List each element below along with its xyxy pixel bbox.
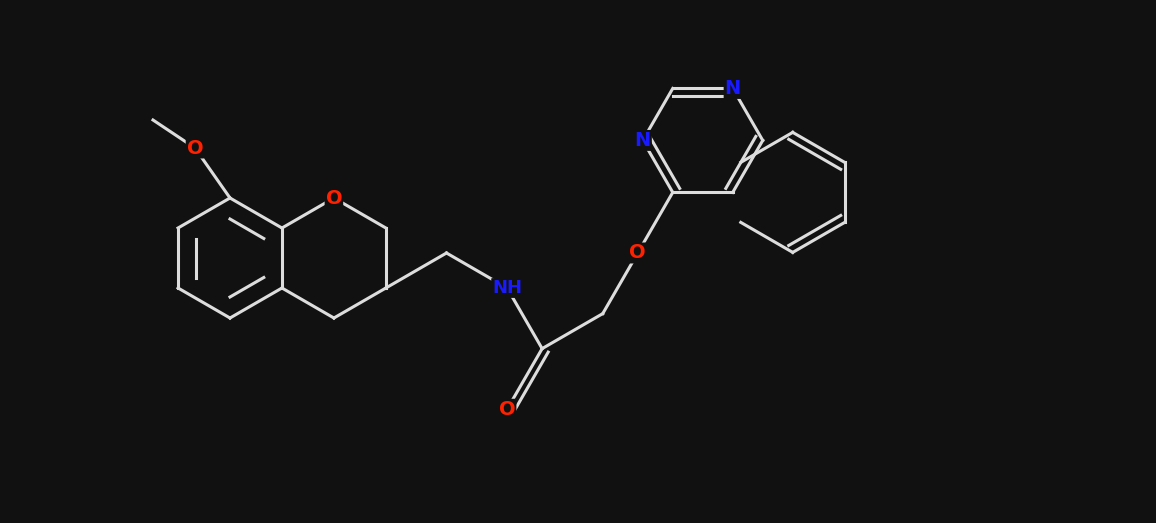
Text: O: O [326, 188, 342, 208]
Text: N: N [635, 131, 651, 150]
Text: O: O [186, 139, 203, 157]
Text: NH: NH [492, 279, 523, 297]
Text: O: O [498, 400, 516, 419]
Text: N: N [725, 79, 741, 98]
Text: O: O [629, 244, 646, 263]
